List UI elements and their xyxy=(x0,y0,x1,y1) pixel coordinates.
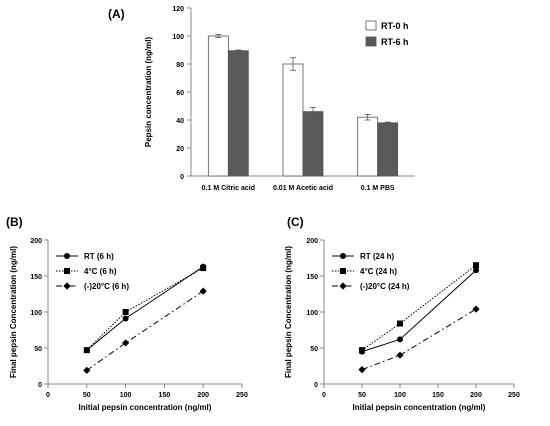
data-point-square xyxy=(122,309,129,315)
bar-rt-0h xyxy=(282,63,304,177)
y-tick-label: 100 xyxy=(306,310,318,317)
y-tick-label: 50 xyxy=(34,346,42,353)
x-tick-label: 250 xyxy=(508,392,520,399)
x-category-label: 0.01 M Acetic acid xyxy=(273,185,333,192)
y-tick-label: 80 xyxy=(176,62,184,69)
legend-label: (-)20°C (6 h) xyxy=(84,282,129,291)
bar-rt-0h xyxy=(357,116,379,177)
legend-label: 4°C (24 h) xyxy=(360,267,397,276)
data-point-diamond xyxy=(396,351,404,359)
y-tick-label: 60 xyxy=(176,90,184,97)
x-tick-label: 200 xyxy=(470,392,482,399)
data-point-diamond xyxy=(83,366,91,374)
data-point-square xyxy=(64,268,70,274)
data-point-square xyxy=(200,265,207,272)
legend-label: (-)20°C (24 h) xyxy=(360,282,410,291)
data-point-square xyxy=(340,268,346,274)
x-tick-label: 250 xyxy=(236,392,248,399)
x-tick-label: 150 xyxy=(159,392,171,399)
bar-rt-6h xyxy=(227,50,249,177)
data-point-square xyxy=(397,320,403,327)
y-axis-title: Final pepsin Concentration (ng/ml) xyxy=(284,246,293,378)
y-tick-label: 200 xyxy=(30,238,42,245)
data-point-diamond xyxy=(339,282,347,290)
x-category-label: 0.1 M PBS xyxy=(361,185,395,192)
x-axis-title: Initial pepsin concentration (ng/ml) xyxy=(353,403,486,412)
y-axis-title: Final pepsin Concentration (ng/ml) xyxy=(9,246,18,378)
panel-label: (B) xyxy=(6,215,23,229)
x-tick-label: 150 xyxy=(432,392,444,399)
x-tick-label: 0 xyxy=(46,392,50,399)
panel-label: (C) xyxy=(287,215,304,229)
bar-rt-6h xyxy=(302,111,324,177)
series-line xyxy=(361,308,477,371)
legend-label: 4°C (6 h) xyxy=(84,267,117,276)
y-tick-label: 0 xyxy=(38,382,42,389)
data-point-square xyxy=(359,347,365,354)
y-tick-label: 100 xyxy=(172,34,184,41)
data-point-square xyxy=(83,347,90,354)
y-tick-label: 50 xyxy=(310,346,318,353)
y-tick-label: 120 xyxy=(172,6,184,13)
panel-b: (B) 0 50 100 150 200 0 50 100 150 200 250 Initial pe… xyxy=(6,215,248,412)
data-point-diamond xyxy=(199,287,207,295)
data-point-diamond xyxy=(63,282,71,290)
y-axis-title: Pepsin concentration (ng/ml) xyxy=(144,37,153,148)
x-axis-title: Initial pepsin concentration (ng/ml) xyxy=(79,403,212,412)
y-tick-label: 40 xyxy=(176,118,184,125)
y-tick-label: 200 xyxy=(306,238,318,245)
bar-rt-6h xyxy=(377,122,399,177)
legend-label: RT (6 h) xyxy=(84,252,114,261)
data-point-square xyxy=(473,262,479,269)
data-point-diamond xyxy=(472,305,480,313)
data-point-diamond xyxy=(122,339,130,347)
x-category-label: 0.1 M Citric acid xyxy=(202,185,255,192)
data-point-circle xyxy=(122,315,129,322)
y-tick-label: 150 xyxy=(306,274,318,281)
x-tick-label: 100 xyxy=(394,392,406,399)
data-point-diamond xyxy=(358,366,366,374)
y-tick-label: 100 xyxy=(30,310,42,317)
y-tick-label: 20 xyxy=(176,146,184,153)
x-tick-label: 50 xyxy=(358,392,366,399)
data-point-circle xyxy=(64,253,70,259)
panel-a: (A) 0 20 40 60 80 100 120 Pepsin concentration (… xyxy=(108,6,415,192)
bar-rt-0h xyxy=(207,35,229,177)
series-line xyxy=(86,266,204,351)
y-tick-label: 0 xyxy=(314,382,318,389)
x-tick-label: 50 xyxy=(83,392,91,399)
y-tick-label: 150 xyxy=(30,274,42,281)
x-tick-label: 100 xyxy=(120,392,132,399)
legend-swatch xyxy=(365,36,377,47)
series-line xyxy=(361,264,477,351)
legend-swatch xyxy=(365,20,377,31)
data-point-circle xyxy=(397,336,403,343)
legend-label: RT-6 h xyxy=(381,37,409,47)
panel-c: (C) 0 50 100 150 200 0 50 100 150 200 250 Initial pe… xyxy=(284,215,520,412)
data-point-circle xyxy=(340,253,346,259)
y-tick-label: 0 xyxy=(180,174,184,181)
series-line xyxy=(86,267,204,351)
data-point-circle xyxy=(473,267,479,274)
x-tick-label: 200 xyxy=(197,392,209,399)
panel-label: (A) xyxy=(108,7,125,21)
legend-label: RT (24 h) xyxy=(360,252,395,261)
legend-label: RT-0 h xyxy=(381,21,409,31)
x-tick-label: 0 xyxy=(322,392,326,399)
series-line xyxy=(86,290,204,371)
